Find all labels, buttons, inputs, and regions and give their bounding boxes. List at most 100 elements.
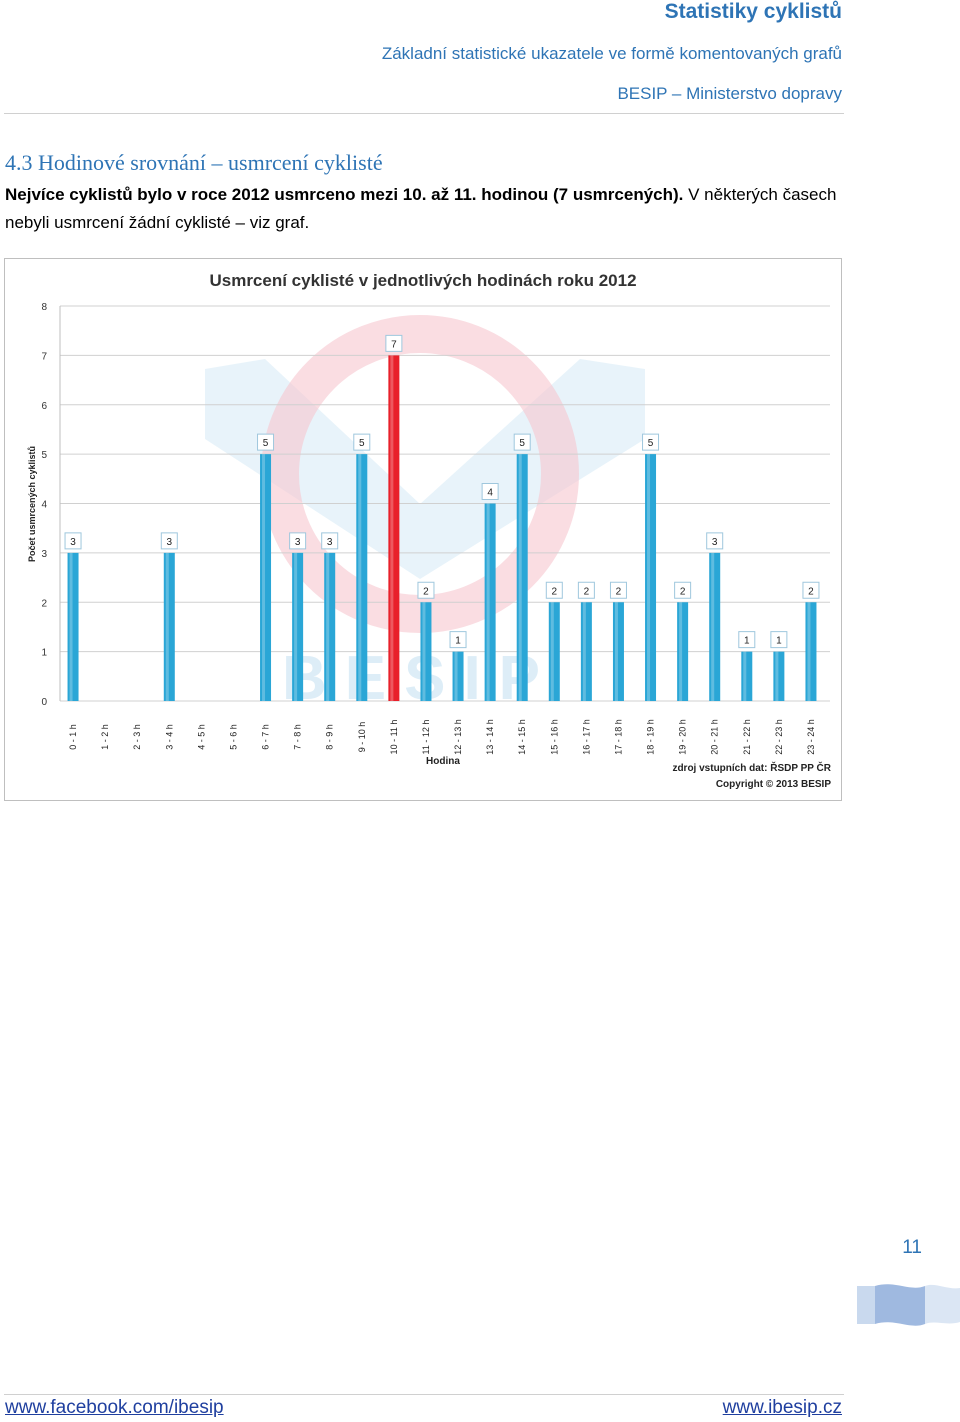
y-tick-label: 3 [41, 549, 47, 560]
data-label: 2 [680, 586, 686, 597]
x-tick-label: 19 - 20 h [678, 719, 688, 755]
y-tick-label: 4 [41, 500, 47, 511]
bar-highlight [486, 503, 490, 701]
x-tick-label: 22 - 23 h [774, 719, 784, 755]
data-label: 3 [712, 537, 718, 548]
x-tick-label: 5 - 6 h [228, 724, 238, 750]
y-axis-label: Počet usmrcených cyklistů [27, 446, 37, 562]
bar-highlight [550, 602, 554, 701]
data-label-box [417, 581, 435, 599]
data-label: 1 [455, 636, 461, 647]
data-label-box [609, 581, 627, 599]
data-label: 2 [552, 586, 558, 597]
data-label-box [738, 631, 756, 649]
data-label-box [513, 433, 531, 451]
x-tick-label: 9 - 10 h [357, 722, 367, 753]
data-label-box [353, 433, 371, 451]
section-title: 4.3 Hodinové srovnání – usmrcení cyklist… [5, 150, 383, 175]
x-tick-label: 6 - 7 h [261, 724, 271, 750]
bar [516, 454, 528, 701]
x-tick-label: 14 - 15 h [517, 719, 527, 755]
bar-highlight [775, 651, 779, 701]
source-credit: zdroj vstupních dat: ŘSDP PP ČR [672, 761, 831, 774]
x-tick-label: 3 - 4 h [164, 724, 174, 750]
y-tick-label: 0 [41, 697, 47, 708]
y-tick-label: 7 [41, 351, 47, 362]
decorative-corner-graphic [857, 1284, 960, 1326]
data-label-box [706, 532, 724, 550]
bar-highlight [422, 602, 426, 701]
bar [805, 602, 817, 701]
data-label-box [385, 334, 403, 352]
bar-highlight [294, 552, 298, 701]
bar-highlight [679, 602, 683, 701]
data-label: 5 [519, 438, 525, 449]
section-paragraph: Nejvíce cyklistů bylo v roce 2012 usmrce… [5, 181, 843, 237]
data-label-box [64, 532, 82, 550]
corner-wave-light [925, 1284, 960, 1324]
data-label-box [802, 581, 820, 599]
x-tick-label: 21 - 22 h [742, 719, 752, 755]
header-subtitle: Základní statistické ukazatele ve formě … [381, 44, 842, 63]
facebook-link[interactable]: www.facebook.com/ibesip [5, 1397, 224, 1418]
y-tick-label: 5 [41, 450, 47, 461]
data-label-box [321, 532, 339, 550]
data-label: 5 [648, 438, 654, 449]
x-tick-label: 20 - 21 h [710, 719, 720, 755]
bar-highlight [807, 602, 811, 701]
corner-wave [875, 1284, 925, 1326]
x-tick-label: 10 - 11 h [389, 720, 399, 755]
data-label: 1 [776, 636, 782, 647]
footer-divider [4, 1394, 844, 1395]
section-paragraph-rest: V některých časech nebyli usmrcení žádní… [5, 185, 837, 232]
data-label-box [160, 532, 178, 550]
data-label-box [481, 483, 499, 500]
website-link[interactable]: www.ibesip.cz [722, 1397, 842, 1418]
bar [484, 503, 496, 701]
bar [580, 602, 592, 701]
x-tick-label: 2 - 3 h [132, 724, 142, 750]
bar [420, 602, 432, 701]
y-tick-label: 6 [41, 401, 47, 412]
x-tick-label: 13 - 14 h [485, 719, 495, 755]
data-label: 7 [391, 339, 397, 350]
bar [67, 552, 79, 701]
data-label: 5 [263, 438, 269, 449]
x-tick-label: 16 - 17 h [581, 719, 591, 755]
bar-chart: BESIP 0 1 2 3 4 5 6 7 8 Usmrcení cyklisté v jednot… [27, 271, 832, 790]
header-title: Statistiky cyklistů [664, 0, 842, 23]
bar-highlight [743, 651, 747, 701]
bar [645, 454, 657, 701]
x-tick-label: 12 - 13 h [453, 719, 463, 755]
bar [292, 552, 304, 701]
header-organization: BESIP – Ministerstvo dopravy [617, 84, 842, 103]
data-label: 3 [327, 537, 333, 548]
y-tick-label: 1 [41, 648, 47, 659]
data-label-box [257, 433, 275, 451]
chart-title: Usmrcení cyklisté v jednotlivých hodinác… [209, 271, 636, 290]
data-label-box [449, 631, 467, 649]
section-paragraph-bold: Nejvíce cyklistů bylo v roce 2012 usmrce… [5, 185, 684, 204]
x-tick-label: 1 - 2 h [100, 724, 110, 750]
page-number: 11 [902, 1237, 922, 1258]
corner-block [857, 1286, 875, 1324]
data-label-box [770, 631, 788, 649]
data-label: 2 [616, 586, 622, 597]
data-label-box [577, 581, 595, 599]
bar-highlight [69, 552, 73, 701]
bar [388, 355, 400, 701]
x-tick-label: 15 - 16 h [549, 719, 559, 755]
bar [260, 454, 272, 701]
copyright-credit: Copyright © 2013 BESIP [716, 779, 832, 790]
y-tick-label: 8 [41, 302, 47, 313]
data-label: 5 [359, 438, 365, 449]
bar-highlight [711, 552, 715, 701]
bar [163, 552, 175, 701]
data-label: 4 [487, 488, 493, 499]
bar-highlight [518, 454, 522, 701]
x-tick-label: 0 - 1 h [68, 724, 78, 750]
bar-highlight [358, 454, 362, 701]
data-label: 2 [808, 586, 814, 597]
bar [452, 651, 464, 701]
data-label-box [642, 433, 660, 451]
